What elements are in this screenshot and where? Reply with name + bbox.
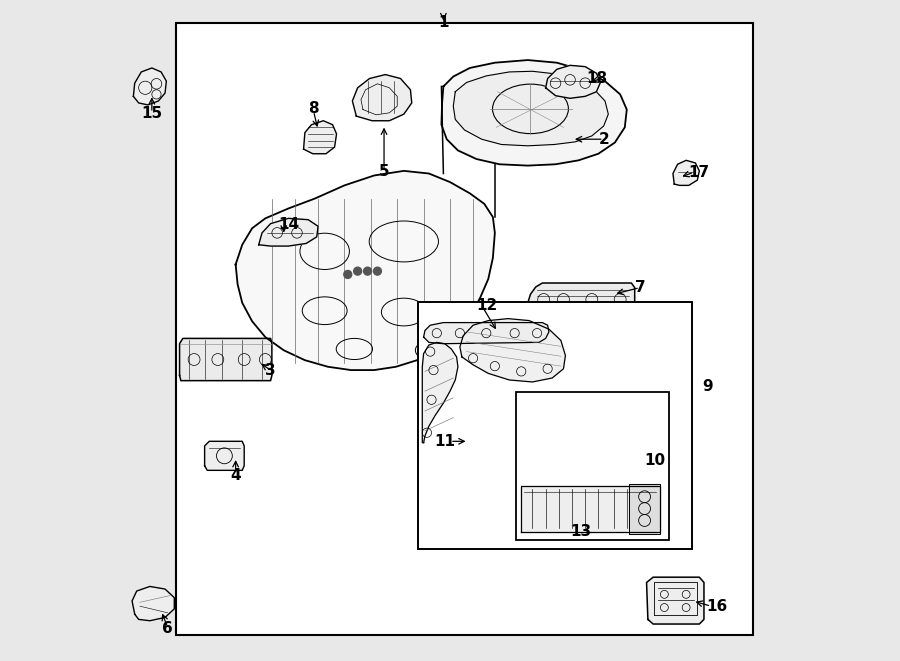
Polygon shape — [454, 71, 608, 146]
Polygon shape — [545, 65, 600, 98]
Polygon shape — [303, 121, 337, 154]
Polygon shape — [258, 218, 318, 246]
Polygon shape — [132, 586, 175, 621]
Bar — [516, 392, 669, 540]
Text: 10: 10 — [644, 453, 666, 468]
Text: 3: 3 — [266, 363, 276, 377]
Polygon shape — [422, 342, 458, 443]
Text: 17: 17 — [688, 165, 710, 180]
Polygon shape — [353, 75, 411, 121]
Text: 18: 18 — [586, 71, 607, 86]
Text: 9: 9 — [702, 379, 713, 394]
Polygon shape — [646, 577, 704, 624]
Polygon shape — [236, 171, 495, 370]
Circle shape — [374, 267, 382, 275]
Text: 1: 1 — [438, 15, 449, 30]
Polygon shape — [180, 338, 272, 381]
Circle shape — [344, 270, 352, 278]
Text: 16: 16 — [706, 599, 727, 613]
Text: 8: 8 — [308, 101, 319, 116]
Text: 5: 5 — [379, 165, 390, 179]
Text: 13: 13 — [570, 524, 591, 539]
Text: 12: 12 — [476, 298, 498, 313]
Text: 2: 2 — [598, 132, 609, 147]
Polygon shape — [204, 442, 244, 471]
Bar — [176, 23, 753, 635]
Polygon shape — [521, 486, 660, 531]
Text: 7: 7 — [634, 280, 645, 295]
Polygon shape — [441, 60, 626, 166]
Circle shape — [364, 267, 372, 275]
Polygon shape — [133, 68, 166, 105]
Polygon shape — [527, 283, 634, 316]
Circle shape — [354, 267, 362, 275]
Text: 11: 11 — [435, 434, 455, 449]
Text: 14: 14 — [278, 217, 300, 233]
Bar — [418, 302, 692, 549]
Polygon shape — [629, 484, 660, 533]
Text: 6: 6 — [162, 621, 173, 636]
Polygon shape — [460, 319, 565, 382]
Text: 4: 4 — [230, 468, 241, 483]
Polygon shape — [673, 161, 699, 185]
Polygon shape — [424, 323, 549, 344]
Text: 15: 15 — [141, 106, 162, 121]
